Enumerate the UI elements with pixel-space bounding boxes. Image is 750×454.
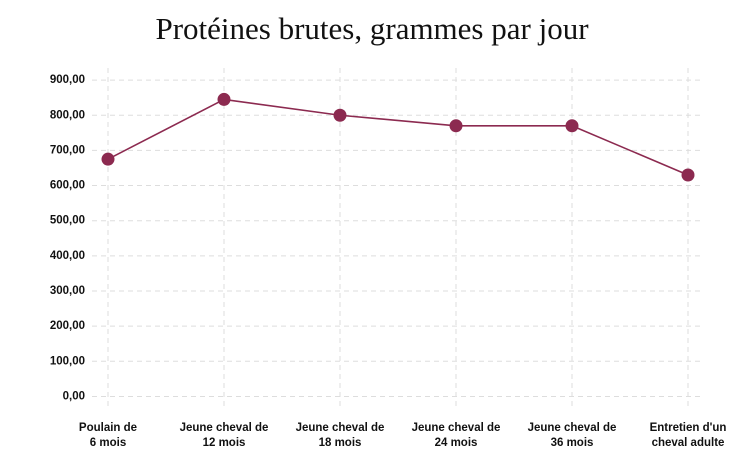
y-tick-label: 700,00 (50, 144, 85, 156)
point (681, 168, 695, 182)
y-tick-label: 600,00 (50, 180, 85, 192)
y-tick-label: 300,00 (50, 285, 85, 297)
x-tick-label: cheval adulte (652, 437, 725, 449)
x-tick-label: Jeune cheval de (296, 422, 385, 434)
point (333, 108, 347, 122)
y-tick-label: 400,00 (50, 250, 85, 262)
x-tick-label: 36 mois (551, 437, 594, 449)
chart-title: Protéines brutes, grammes par jour (155, 11, 589, 46)
y-tick-label: 900,00 (50, 74, 85, 86)
x-tick-label: Jeune cheval de (180, 422, 269, 434)
line (107, 98, 689, 176)
y-tick-label: 800,00 (50, 109, 85, 121)
x-tick-label: 18 mois (319, 437, 362, 449)
point (565, 119, 579, 133)
y-tick-label: 200,00 (50, 320, 85, 332)
y-tick-label: 100,00 (50, 355, 85, 367)
point (101, 152, 115, 166)
y-tick-label: 0,00 (63, 390, 85, 402)
x-tick-label: Entretien d'un (650, 422, 727, 434)
point (449, 119, 463, 133)
x-tick-label: 6 mois (90, 437, 126, 449)
y-tick-label: 500,00 (50, 215, 85, 227)
point (217, 92, 231, 106)
x-tick-label: 24 mois (435, 437, 478, 449)
x-tick-label: Poulain de (79, 422, 137, 434)
x-tick-label: 12 mois (203, 437, 246, 449)
x-tick-label: Jeune cheval de (528, 422, 617, 434)
x-tick-label: Jeune cheval de (412, 422, 501, 434)
